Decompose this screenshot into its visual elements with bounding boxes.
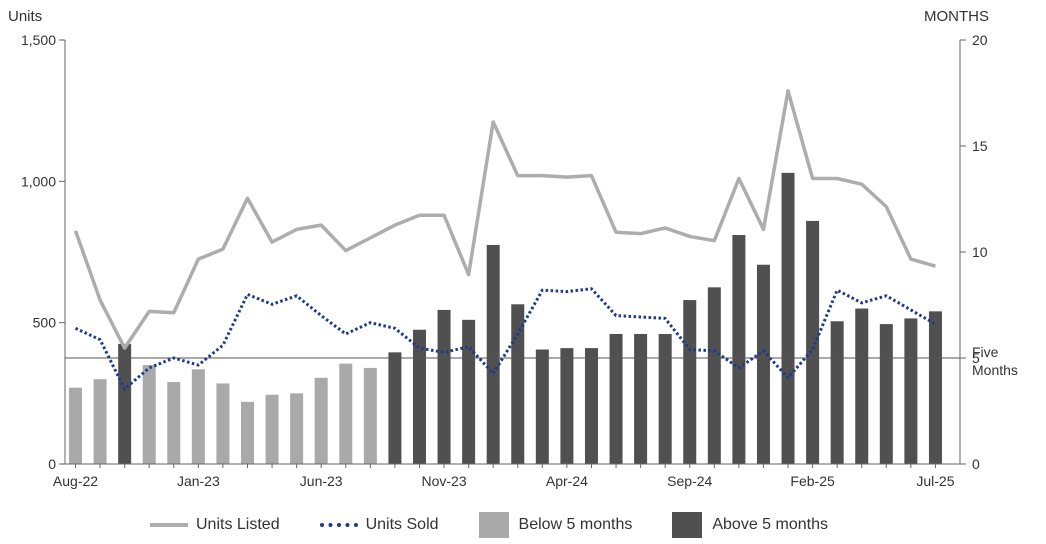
bar-18 — [511, 304, 525, 464]
y-right-axis-title: MONTHS — [924, 8, 989, 25]
bar-29 — [781, 172, 795, 464]
bar-9 — [290, 393, 304, 464]
x-tick-label-35: Jul-25 — [916, 473, 954, 489]
y-right-tick-label-2: 10 — [972, 244, 988, 260]
legend-label-units-sold: Units Sold — [365, 516, 439, 533]
bar-33 — [879, 324, 893, 464]
bar-8 — [265, 394, 279, 464]
legend-label-units-listed: Units Listed — [196, 516, 280, 533]
x-tick-label-30: Feb-25 — [790, 473, 835, 489]
x-tick-label-15: Nov-23 — [421, 473, 466, 489]
bar-31 — [830, 321, 844, 464]
bar-34 — [904, 318, 918, 464]
x-tick-label-20: Apr-24 — [546, 473, 588, 489]
bar-19 — [535, 349, 549, 464]
bar-15 — [437, 309, 451, 464]
bar-21 — [584, 348, 598, 464]
legend-item-units-listed: Units Listed — [150, 516, 280, 534]
x-tick-label-5: Jan-23 — [177, 473, 220, 489]
bar-13 — [388, 352, 402, 464]
units-listed-line — [73, 89, 936, 350]
x-tick-label-25: Sep-24 — [667, 473, 712, 489]
x-tick-label-0: Aug-22 — [53, 473, 98, 489]
bar-30 — [806, 220, 820, 464]
y-right-tick-label-4: 20 — [972, 32, 988, 48]
reference-line-label-line2: Months — [972, 362, 1018, 378]
y-right-tick-label-0: 0 — [972, 456, 980, 472]
bar-12 — [363, 367, 377, 464]
bar-4 — [167, 382, 181, 464]
bars-group — [69, 172, 942, 464]
y-left-tick-label-2: 1,000 — [21, 173, 56, 189]
y-left-tick-label-0: 0 — [48, 456, 56, 472]
bar-25 — [683, 300, 697, 464]
bar-27 — [732, 235, 746, 464]
y-right-tick-label-3: 15 — [972, 138, 988, 154]
legend-item-units-sold: Units Sold — [319, 516, 439, 534]
bar-0 — [69, 387, 82, 464]
y-left-tick-label-1: 500 — [33, 315, 57, 331]
bar-1 — [93, 379, 107, 464]
bar-32 — [855, 308, 869, 464]
x-tick-label-10: Jun-23 — [300, 473, 343, 489]
bar-16 — [462, 319, 476, 464]
bar-6 — [216, 383, 230, 464]
bar-28 — [756, 264, 770, 464]
legend-swatch-above-5-months — [672, 512, 703, 538]
bar-17 — [486, 244, 500, 464]
legend-label-below-5-months: Below 5 months — [518, 516, 633, 533]
bar-20 — [560, 348, 574, 464]
bar-10 — [314, 377, 328, 464]
legend-swatch-below-5-months — [478, 512, 509, 538]
bar-5 — [191, 369, 205, 464]
lines-group — [73, 89, 937, 391]
bar-26 — [707, 287, 721, 464]
y-right-tick-label-1: 5 — [972, 350, 980, 366]
bar-2 — [118, 343, 132, 464]
legend-label-above-5-months: Above 5 months — [712, 516, 828, 533]
reference-line-label: Five Months — [972, 343, 1018, 379]
legend-item-above-5-months: Above 5 months — [672, 512, 828, 538]
y-left-axis-title: Units — [8, 8, 43, 25]
reference-line-label-line1: Five — [972, 344, 999, 360]
bar-35 — [928, 311, 942, 464]
legend-swatch-units-sold — [319, 523, 358, 527]
bar-23 — [634, 333, 648, 464]
y-left-tick-label-3: 1,500 — [21, 32, 56, 48]
axes-group: 0 500 1,000 1,500 0 5 10 15 20 Aug-22 Jan-23 Jun-23… — [21, 32, 988, 489]
bar-11 — [339, 363, 353, 464]
legend-swatch-units-listed — [150, 523, 188, 527]
bar-3 — [142, 365, 156, 464]
bar-22 — [609, 333, 623, 464]
bar-24 — [658, 333, 672, 464]
legend-item-below-5-months: Below 5 months — [478, 512, 633, 538]
bar-14 — [412, 329, 426, 464]
legend: Units Listed Units Sold Below 5 months A… — [150, 512, 868, 538]
bar-7 — [240, 401, 254, 464]
